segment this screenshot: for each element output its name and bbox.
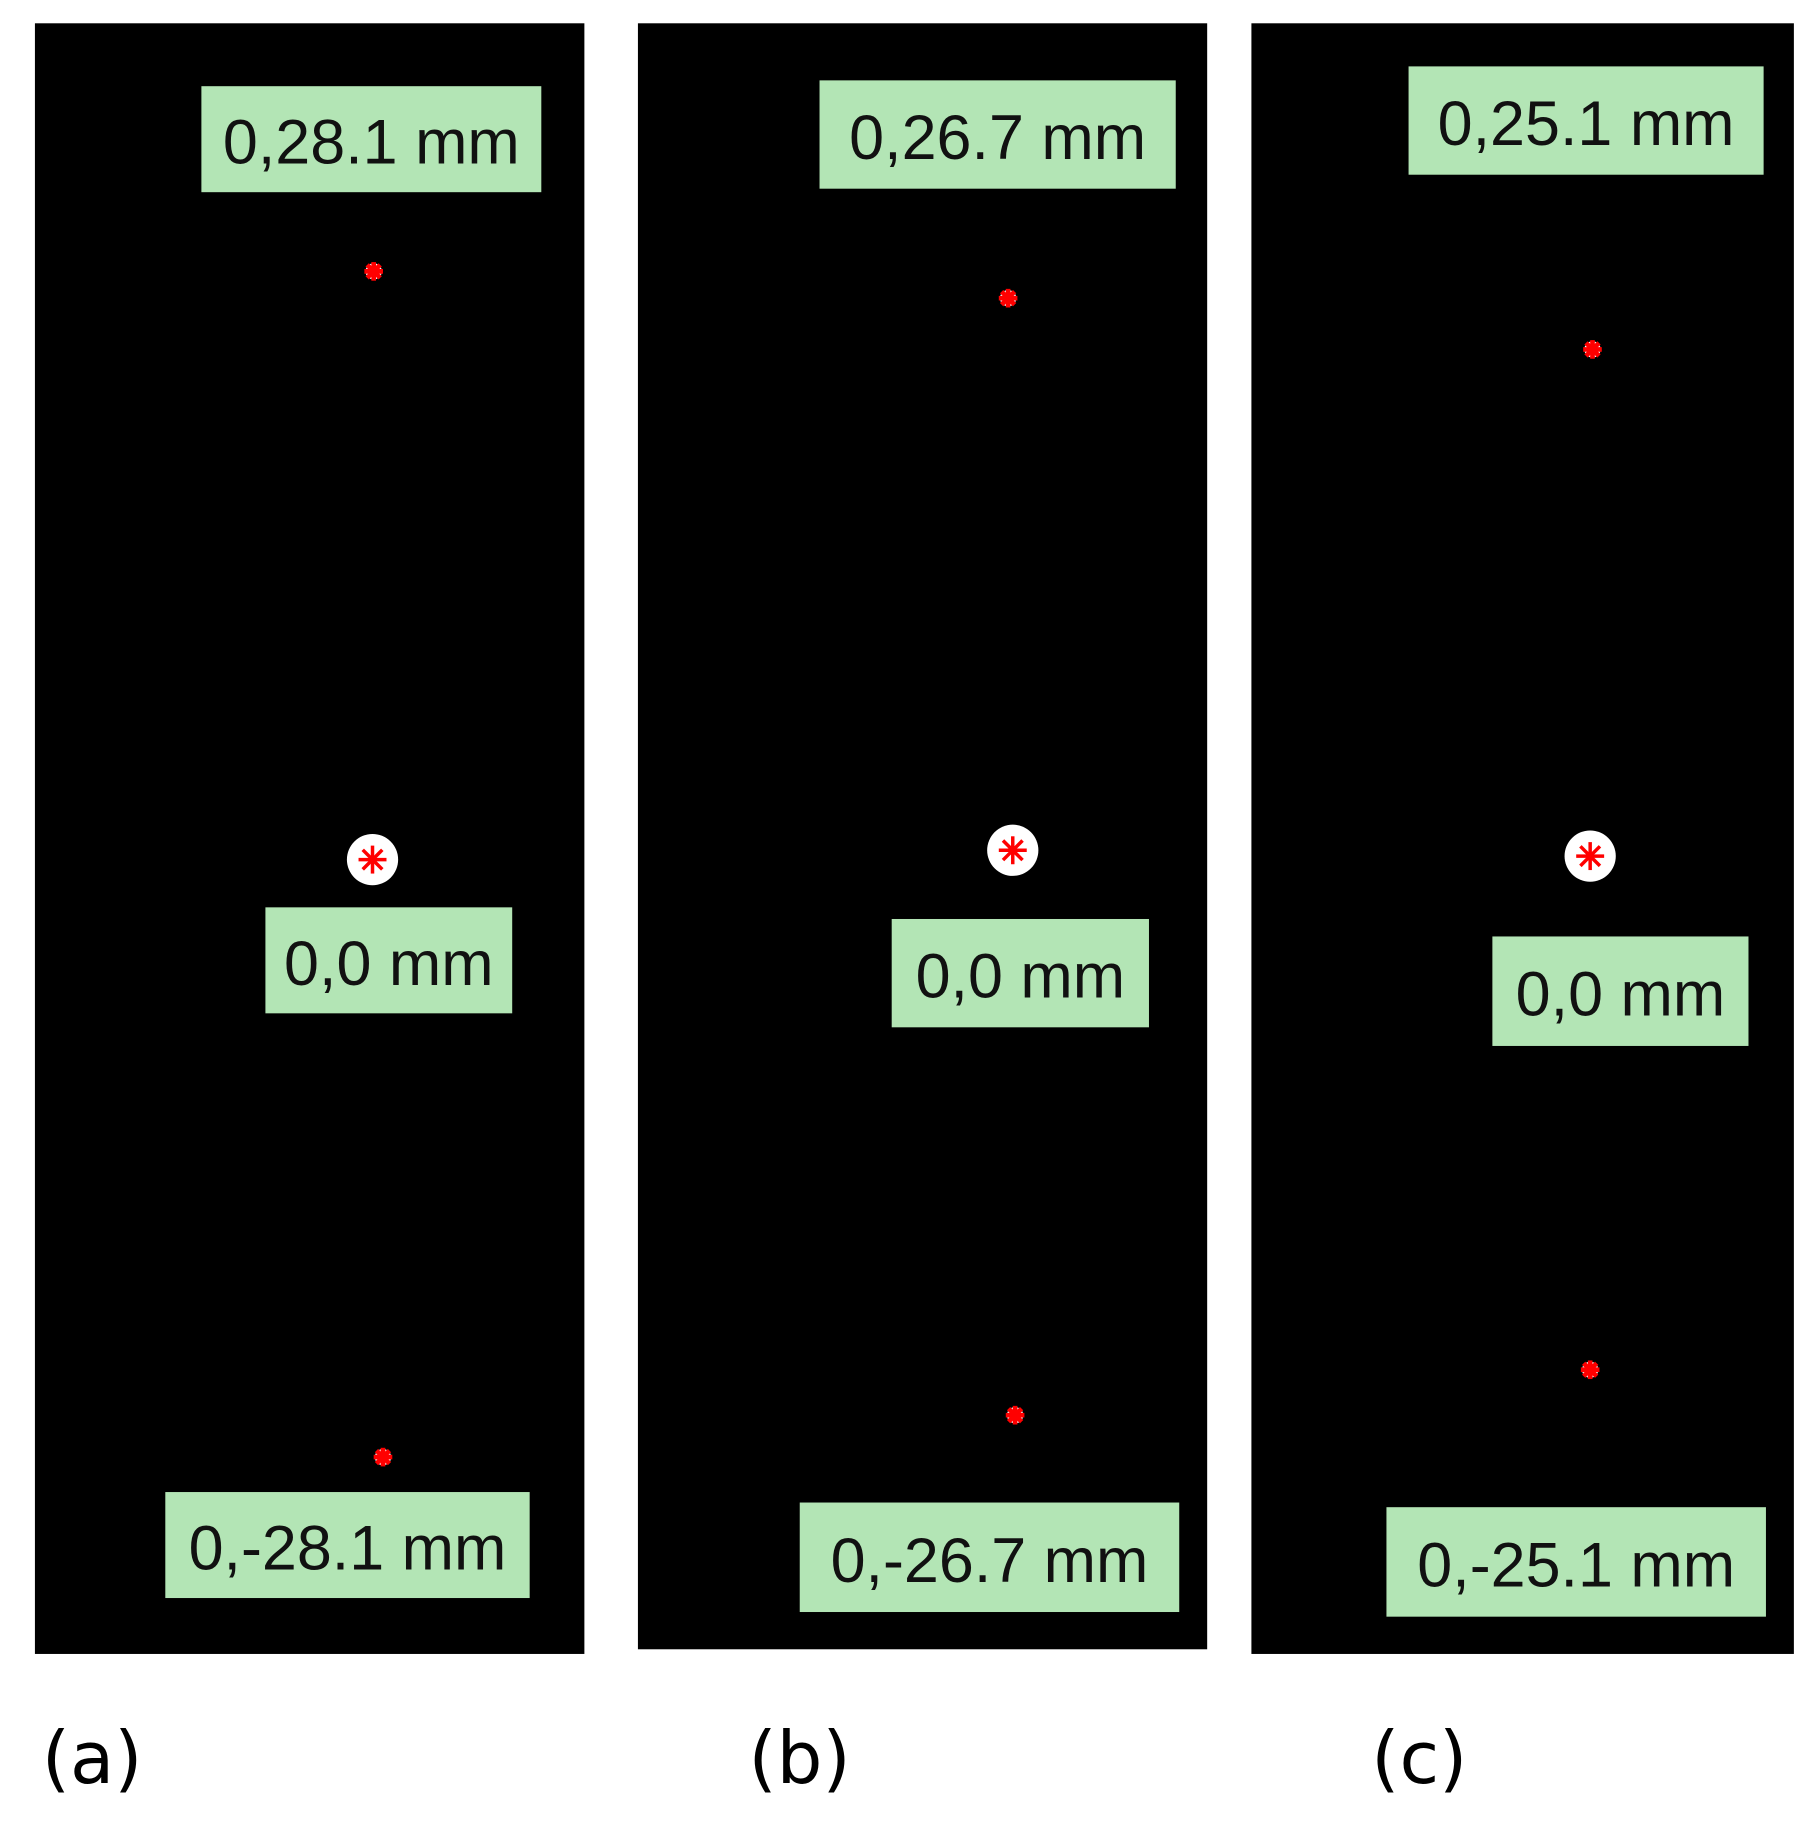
centroid-marker [1581, 1361, 1599, 1378]
label-box [1408, 66, 1764, 175]
label-box [265, 907, 513, 1014]
position-label: 0,-28.1 mm [189, 1514, 507, 1584]
centroid-marker [374, 1448, 392, 1466]
position-label: 0,26.7 mm [849, 103, 1146, 173]
label-box [1386, 1507, 1766, 1617]
label-box [1492, 936, 1749, 1046]
position-label: 0,25.1 mm [1438, 89, 1735, 159]
panel-caption: (a) [42, 1717, 143, 1801]
label-box [819, 80, 1176, 189]
centroid-marker [1006, 1407, 1024, 1424]
position-label: 0,0 mm [284, 929, 494, 999]
image-frame [34, 23, 585, 1654]
position-label: 0,0 mm [1516, 960, 1726, 1030]
panel: 0,26.7 mm 0,0 mm 0,-26.7 mm (b) [637, 23, 1208, 1801]
panel: 0,25.1 mm 0,0 mm 0,-25.1 mm (c) [1251, 23, 1794, 1801]
position-label: 0,-25.1 mm [1417, 1530, 1735, 1600]
panel-caption: (b) [749, 1717, 851, 1801]
centroid-marker [1584, 341, 1601, 358]
label-box [165, 1492, 530, 1599]
label-box [891, 918, 1149, 1028]
centroid-marker [365, 263, 382, 280]
centroid-marker [999, 290, 1017, 307]
position-label: 0,-26.7 mm [831, 1526, 1149, 1596]
centroid-marker [361, 848, 384, 871]
image-frame [1251, 23, 1794, 1654]
position-label: 0,28.1 mm [223, 108, 520, 178]
image-frame [637, 23, 1208, 1650]
panel-caption: (c) [1371, 1717, 1467, 1801]
label-box [799, 1502, 1180, 1613]
panel: 0,28.1 mm 0,0 mm 0,-28.1 mm (a) [34, 23, 585, 1801]
centroid-marker [1579, 845, 1602, 868]
centroid-marker [1001, 839, 1024, 862]
position-label: 0,0 mm [916, 942, 1126, 1012]
label-box [201, 86, 542, 193]
